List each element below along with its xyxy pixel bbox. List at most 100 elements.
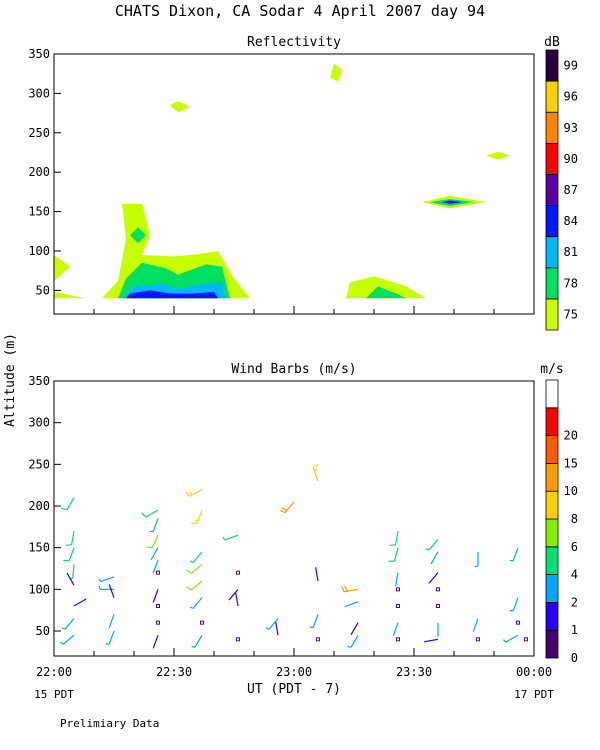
wind-ytick-label-300: 300 — [28, 416, 50, 430]
reflectivity-colorbar: 75 78 81 84 87 90 93 96 99 — [545, 49, 578, 331]
wind-colorbar-label-1: 1 — [571, 623, 578, 637]
wind-barb — [425, 538, 439, 551]
wind-colorbar-swatch-5 — [545, 490, 559, 520]
contour-84-14 — [126, 290, 218, 299]
reflectivity-title: Reflectivity — [247, 35, 341, 50]
wind-xtick-sublabel-120: 17 PDT — [514, 688, 554, 701]
refl-colorbar-label-84: 84 — [564, 214, 578, 228]
wind-barb — [436, 604, 440, 608]
wind-barb — [424, 638, 439, 643]
wind-barb — [66, 572, 75, 586]
wind-xtick-label-2300: 23:00 — [276, 665, 312, 679]
wind-ytick-label-50: 50 — [36, 624, 50, 638]
wind-barb — [396, 587, 400, 592]
wind-barb — [388, 547, 399, 562]
contour-78-10 — [366, 286, 406, 299]
wind-barb — [156, 620, 160, 625]
y-axis-label: Altitude (m) — [3, 333, 18, 427]
wind-colorbar-label-4: 4 — [571, 568, 578, 582]
wind-barb — [156, 570, 160, 575]
wind-barb — [341, 585, 359, 593]
reflectivity-units: dB — [544, 35, 560, 50]
wind-barb — [73, 598, 87, 607]
wind-colorbar-swatch-0 — [545, 629, 559, 659]
refl-colorbar-swatch-8 — [545, 49, 559, 82]
wind-barb — [61, 618, 75, 630]
wind-barb — [396, 637, 400, 642]
wind-barb — [98, 585, 114, 590]
wind-barb — [60, 634, 75, 645]
refl-colorbar-label-93: 93 — [564, 121, 578, 135]
wind-barb — [152, 634, 159, 649]
refl-colorbar-swatch-1 — [545, 267, 559, 300]
wind-barb — [189, 551, 203, 564]
wind-barb — [98, 576, 115, 583]
wind-barb — [476, 637, 480, 642]
wind-barb — [152, 589, 159, 603]
wind-colorbar-swatch-7 — [545, 435, 559, 464]
contour-75-1 — [54, 291, 86, 299]
wind-barb — [149, 518, 159, 533]
wind-colorbar-swatch-8 — [545, 407, 559, 436]
refl-colorbar-label-96: 96 — [564, 90, 578, 104]
wind-barb — [314, 567, 319, 582]
wind-barb — [394, 572, 399, 587]
wind-barb — [265, 618, 279, 630]
wind-barb — [347, 634, 359, 648]
wind-colorbar-label-6: 6 — [571, 540, 578, 554]
wind-colorbar: 0 1 2 4 6 8 10 15 20 — [545, 379, 578, 665]
wind-ytick-label-100: 100 — [28, 582, 50, 596]
refl-ytick-label-150: 150 — [28, 205, 50, 219]
wind-barb — [61, 497, 75, 511]
wind-barb — [279, 501, 295, 514]
refl-colorbar-swatch-6 — [545, 111, 559, 144]
wind-frame — [53, 380, 535, 657]
refl-colorbar-swatch-0 — [545, 298, 559, 331]
wind-barb — [228, 588, 239, 601]
wind-barb — [389, 530, 399, 546]
wind-barb — [316, 637, 320, 642]
wind-barb — [236, 570, 240, 575]
refl-colorbar-swatch-5 — [545, 142, 559, 175]
wind-ytick-label-350: 350 — [28, 374, 50, 388]
wind-barb — [186, 580, 203, 591]
wind-barb — [474, 551, 479, 568]
footer-note: Prelimiary Data — [60, 717, 159, 730]
wind-barb — [105, 630, 115, 645]
wind-xtick-label-2330: 23:30 — [396, 665, 432, 679]
wind-barb — [69, 564, 75, 580]
refl-ytick-label-100: 100 — [28, 244, 50, 258]
refl-colorbar-swatch-2 — [545, 236, 559, 269]
refl-ytick-label-300: 300 — [28, 86, 50, 100]
wind-ytick-label-150: 150 — [28, 541, 50, 555]
wind-barbs — [60, 463, 528, 649]
wind-barb — [502, 634, 519, 643]
refl-ytick-label-350: 350 — [28, 47, 50, 61]
wind-xtick-sublabel-0: 15 PDT — [34, 688, 74, 701]
wind-colorbar-swatch-9 — [545, 379, 559, 409]
contour-75-4 — [330, 63, 342, 82]
wind-colorbar-swatch-2 — [545, 574, 559, 603]
contour-78-9 — [130, 227, 146, 244]
wind-barb — [185, 488, 203, 497]
page-title: CHATS Dixon, CA Sodar 4 April 2007 day 9… — [115, 2, 485, 20]
wind-colorbar-label-2: 2 — [571, 595, 578, 609]
refl-colorbar-swatch-3 — [545, 205, 559, 238]
wind-barb — [436, 587, 440, 592]
refl-colorbar-label-81: 81 — [564, 245, 578, 259]
wind-barb — [189, 597, 203, 609]
wind-barb — [222, 534, 239, 541]
wind-xtick-label-0000: 00:00 — [516, 665, 552, 679]
wind-barb — [191, 634, 203, 648]
refl-ytick-label-250: 250 — [28, 126, 50, 140]
wind-barb — [312, 463, 319, 482]
contour-75-0 — [54, 254, 70, 281]
wind-barb — [274, 621, 279, 636]
wind-colorbar-swatch-3 — [545, 546, 559, 575]
refl-colorbar-swatch-4 — [545, 174, 559, 206]
wind-barb — [191, 509, 203, 524]
wind-barb — [63, 547, 75, 562]
refl-ytick-label-50: 50 — [36, 283, 50, 297]
wind-colorbar-label-20: 20 — [564, 429, 578, 443]
